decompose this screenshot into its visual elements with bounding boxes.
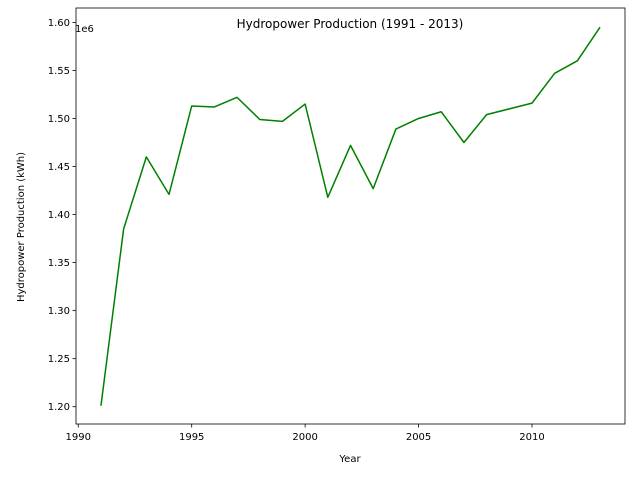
y-tick-label: 1.25 [48,354,70,365]
x-tick-label: 1990 [66,432,91,443]
y-offset-label: 1e6 [75,24,94,35]
x-tick-label: 2005 [406,432,431,443]
y-tick-label: 1.40 [48,210,70,221]
y-tick-label: 1.60 [48,18,70,29]
x-tick-label: 2010 [519,432,544,443]
x-tick-label: 2000 [292,432,317,443]
chart-title: Hydropower Production (1991 - 2013) [237,17,464,31]
series-line [100,26,601,406]
y-tick-label: 1.55 [48,66,70,77]
y-tick-label: 1.50 [48,114,70,125]
y-tick-label: 1.30 [48,306,70,317]
axes-frame [75,7,626,425]
y-tick-label: 1.45 [48,162,70,173]
x-axis-label: Year [338,454,361,465]
y-tick-label: 1.35 [48,258,70,269]
plot-area: 1990 1995 2000 2005 2010 1.20 1.25 1.30 1.35 1.40… [48,7,626,443]
x-tick-label: 1995 [179,432,204,443]
y-tick-label: 1.20 [48,402,70,413]
y-axis-label: Hydropower Production (kWh) [16,152,27,302]
